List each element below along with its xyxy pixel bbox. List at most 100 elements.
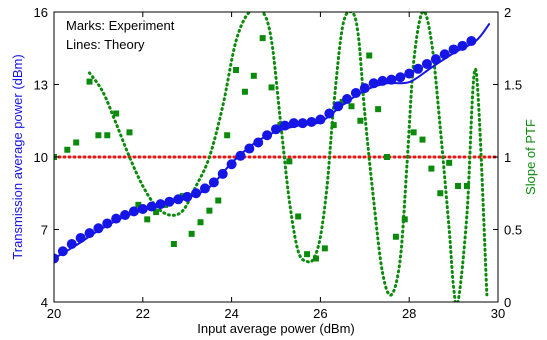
slope-marker	[286, 158, 293, 165]
slope-marker	[321, 245, 328, 252]
right-y-axis-label: Slope of PTF	[523, 119, 538, 195]
experiment-marker	[368, 78, 379, 89]
slope-marker	[250, 72, 257, 79]
experiment-marker	[297, 118, 308, 129]
experiment-marker	[342, 94, 353, 104]
experiment-marker	[199, 183, 210, 194]
experiment-marker	[84, 228, 95, 239]
experiment-marker	[421, 58, 432, 69]
axis-ticks: 20 22 24 26 28 30 4 7 10 13 16 0 0.5 1 1.5 2	[34, 5, 523, 321]
experiment-marker	[226, 159, 237, 170]
experiment-marker	[271, 124, 281, 135]
experiment-marker	[57, 246, 68, 257]
slope-marker	[215, 197, 222, 204]
left-y-tick-label: 13	[34, 78, 48, 93]
experiment-marker	[448, 44, 459, 55]
slope-marker	[197, 219, 204, 226]
experiment-marker	[386, 74, 397, 85]
slope-marker	[170, 241, 177, 247]
left-y-tick-label: 7	[41, 223, 48, 238]
slope-marker	[419, 136, 426, 143]
slope-marker	[357, 117, 364, 124]
experiment-marker	[430, 54, 441, 65]
left-y-tick-label: 4	[41, 295, 48, 310]
slope-marker	[206, 207, 213, 214]
experiment-marker	[191, 188, 202, 199]
slope-marker	[73, 139, 80, 146]
slope-marker	[410, 129, 417, 136]
x-tick-label: 24	[224, 306, 238, 321]
slope-marker	[437, 190, 444, 197]
slope-marker	[330, 122, 337, 129]
experiment-marker	[182, 191, 193, 202]
experiment-marker	[315, 114, 326, 125]
x-tick-label: 20	[47, 306, 61, 321]
left-y-tick-label: 16	[34, 5, 48, 20]
experiment-marker	[404, 68, 415, 79]
x-tick-label: 22	[136, 306, 150, 321]
slope-marker	[233, 67, 240, 73]
slope-marker	[384, 154, 390, 160]
experiment-marker	[173, 194, 184, 205]
experiment-marker	[235, 150, 246, 161]
slope-marker	[259, 35, 266, 42]
experiment-marker	[350, 87, 361, 98]
slope-marker	[375, 106, 382, 113]
experiment-marker	[54, 253, 59, 264]
slope-marker	[463, 183, 470, 189]
experiment-marker	[75, 232, 86, 243]
slope-marker	[392, 233, 399, 240]
slope-marker	[224, 132, 231, 139]
x-tick-label: 26	[313, 306, 327, 321]
plot-area	[54, 12, 498, 302]
slope-marker	[455, 183, 462, 189]
slope-marker	[339, 98, 346, 105]
experiment-marker	[217, 168, 228, 179]
x-tick-label: 30	[491, 306, 505, 321]
experiment-marker	[102, 218, 113, 229]
experiment-marker	[208, 177, 219, 188]
experiment-marker	[359, 83, 370, 94]
slope-marker	[268, 84, 275, 91]
slope-marker	[126, 129, 133, 136]
slope-marker	[86, 78, 93, 85]
experiment-marker	[279, 120, 290, 131]
experiment-marker	[244, 143, 255, 154]
right-y-tick-label: 1	[504, 150, 511, 165]
slope-marker	[428, 165, 435, 172]
experiment-marker	[66, 239, 77, 249]
right-y-tick-label: 0	[504, 295, 511, 310]
right-y-tick-label: 2	[504, 5, 511, 20]
slope-marker	[304, 251, 311, 258]
experiment-marker	[253, 137, 264, 148]
experiment-marker	[457, 40, 468, 51]
experiment-marker	[262, 130, 273, 141]
slope-marker	[135, 201, 142, 208]
slope-marker	[64, 146, 71, 153]
slope-marker	[188, 230, 195, 237]
experiment-marker	[111, 213, 122, 224]
slope-marker	[366, 52, 373, 59]
slope-marker	[312, 255, 319, 262]
experiment-marker	[93, 223, 104, 234]
experiment-marker	[137, 203, 148, 214]
experiment-marker	[306, 116, 317, 127]
experiment-marker	[146, 201, 157, 212]
experiment-marker	[333, 101, 344, 112]
experiment-marker	[466, 36, 477, 46]
experiment-marker	[128, 206, 139, 217]
slope-marker	[113, 110, 120, 117]
x-axis-label: Input average power (dBm)	[197, 321, 355, 336]
slope-marker	[446, 159, 453, 166]
experiment-marker	[377, 75, 388, 86]
right-y-tick-label: 1.5	[504, 78, 522, 93]
right-y-tick-label: 0.5	[504, 223, 522, 238]
slope-marker	[348, 103, 355, 110]
experiment-marker	[120, 210, 131, 220]
slope-marker	[295, 213, 302, 220]
experiment-marker	[164, 196, 175, 207]
experiment-marker	[395, 72, 406, 83]
left-y-tick-label: 10	[34, 150, 48, 165]
slope-marker	[104, 132, 111, 139]
